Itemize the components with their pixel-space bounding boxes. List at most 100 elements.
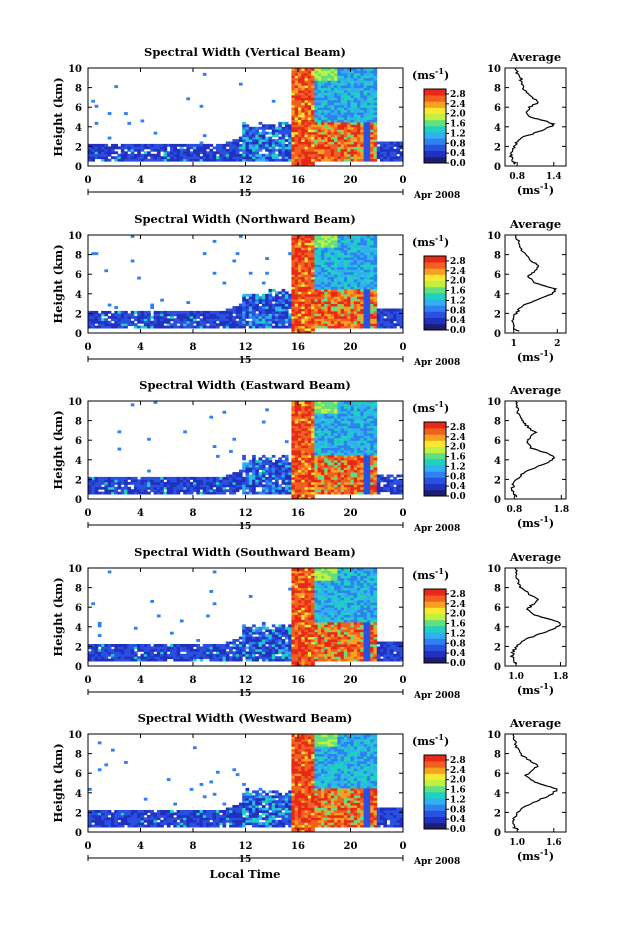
heatmap-cell — [321, 82, 325, 86]
heatmap-cell — [222, 479, 227, 483]
heatmap-cell — [170, 481, 174, 485]
heatmap-cell — [370, 121, 374, 125]
heatmap-cell — [321, 325, 325, 329]
heatmap-cell — [343, 296, 348, 300]
heatmap-cell — [360, 80, 364, 84]
heatmap-cell — [317, 124, 322, 128]
heatmap-cell — [370, 252, 374, 256]
heatmap-cell — [317, 308, 322, 312]
heatmap-cell — [337, 264, 342, 268]
heatmap-cell — [343, 252, 348, 256]
heatmap-cell — [353, 454, 358, 458]
heatmap-cell — [330, 131, 335, 135]
heatmap-cell — [301, 432, 305, 436]
heatmap-cell — [363, 112, 368, 115]
heatmap-cell — [363, 432, 368, 436]
heatmap-cell — [268, 301, 273, 304]
heatmap-cell — [366, 151, 371, 155]
heatmap-cell — [193, 481, 197, 485]
heatmap-cell — [183, 153, 187, 157]
heatmap-cell — [284, 129, 289, 133]
heatmap-cell — [340, 296, 345, 300]
heatmap-cell — [330, 437, 335, 441]
heatmap-cell — [314, 489, 319, 493]
colorbar-swatch — [424, 299, 446, 306]
heatmap-cell — [357, 151, 361, 155]
heatmap-cell — [179, 310, 184, 314]
heatmap-cell — [340, 85, 345, 89]
heatmap-cell — [265, 126, 269, 130]
heatmap-cell — [324, 244, 328, 248]
heatmap-cell — [366, 457, 371, 461]
heatmap-cell — [242, 146, 246, 150]
heatmap-cell — [278, 467, 282, 470]
heatmap-cell — [307, 70, 312, 74]
heatmap-cell — [147, 318, 151, 322]
heatmap-cell — [327, 486, 332, 490]
average-profile-line — [508, 67, 556, 165]
heatmap-cell — [127, 148, 132, 152]
heatmap-cell — [275, 134, 279, 138]
heatmap-cell — [370, 315, 374, 319]
heatmap-cell — [298, 479, 302, 483]
heatmap-cell — [337, 320, 342, 324]
heatmap-cell — [343, 291, 348, 295]
heatmap-cell — [347, 486, 351, 490]
heatmap-cell — [225, 318, 230, 322]
heatmap-cell — [314, 72, 319, 76]
heatmap-cell — [271, 310, 276, 314]
heatmap-cell — [202, 491, 207, 495]
heatmap-cell — [357, 484, 361, 488]
heatmap-cell — [304, 252, 309, 256]
heatmap-cell — [366, 117, 371, 120]
heatmap-cell — [389, 146, 394, 150]
heatmap-cell — [350, 244, 355, 248]
heatmap-cell — [288, 325, 292, 329]
heatmap-cell — [321, 124, 325, 128]
heatmap-cell — [327, 296, 332, 300]
heatmap-cell — [291, 469, 296, 473]
heatmap-cell — [340, 261, 345, 265]
heatmap-cell — [337, 447, 342, 451]
heatmap-cell — [347, 264, 351, 268]
heatmap-cell — [294, 423, 299, 426]
heatmap-cell — [130, 148, 135, 152]
heatmap-cell — [373, 279, 378, 282]
heatmap-cell — [199, 320, 204, 324]
heatmap-cell — [186, 489, 191, 493]
heatmap-cell — [327, 452, 332, 456]
heatmap-cell — [366, 114, 371, 118]
heatmap-cell — [294, 410, 299, 414]
heatmap-cell — [281, 141, 286, 145]
heatmap-cell — [143, 313, 148, 317]
heatmap-cell — [347, 301, 351, 304]
heatmap-cell — [366, 274, 371, 278]
heatmap-cell — [330, 486, 335, 490]
heatmap-cell — [383, 158, 387, 162]
heatmap-cell — [396, 143, 401, 147]
heatmap-cell — [317, 432, 322, 436]
heatmap-cell — [347, 474, 351, 478]
heatmap-cell — [294, 148, 299, 152]
heatmap-cell — [337, 131, 342, 135]
heatmap-cell — [311, 271, 315, 275]
heatmap-cell — [261, 158, 266, 162]
heatmap-cell — [363, 87, 368, 91]
heatmap-cell — [307, 239, 312, 243]
heatmap-cell — [143, 323, 148, 327]
heatmap-cell — [373, 298, 378, 302]
heatmap-cell — [245, 151, 250, 155]
heatmap-cell — [357, 405, 361, 409]
heatmap-cell — [327, 143, 332, 147]
heatmap-cell — [281, 486, 286, 490]
heatmap-cell — [124, 315, 128, 319]
heatmap-cell — [363, 440, 368, 444]
heatmap-cell — [212, 484, 217, 488]
heatmap-cell — [334, 418, 338, 421]
heatmap-cell — [366, 288, 371, 292]
heatmap-cell — [120, 313, 125, 317]
heatmap-cell — [353, 156, 358, 160]
heatmap-cell — [337, 464, 342, 468]
heatmap-cell — [327, 121, 332, 125]
heatmap-cell — [271, 462, 276, 466]
